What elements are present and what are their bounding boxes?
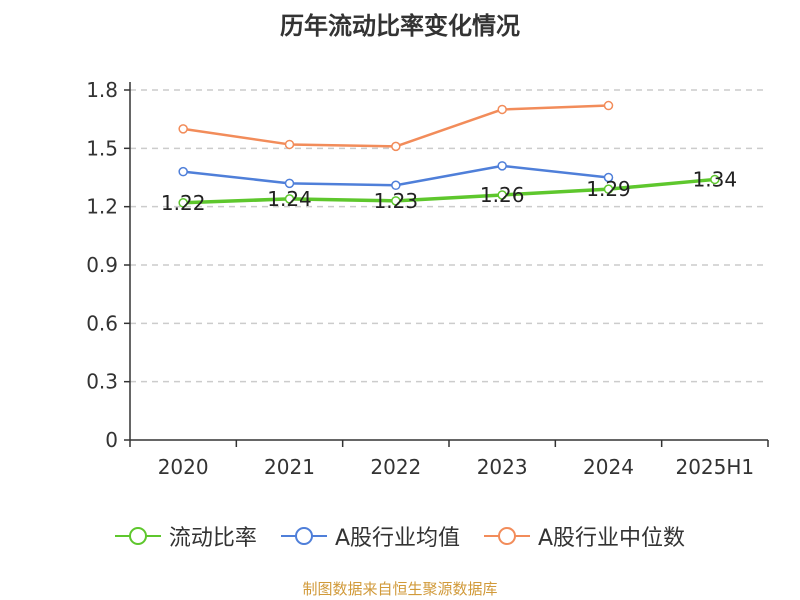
data-point[interactable] <box>391 196 401 206</box>
legend-item-industry-median[interactable]: A股行业中位数 <box>484 520 685 552</box>
series-line-2 <box>182 104 609 148</box>
x-tick-label: 2021 <box>264 455 315 479</box>
y-tick-label: 0.6 <box>86 311 118 335</box>
source-note: 制图数据来自恒生聚源数据库 <box>302 580 498 598</box>
data-label: 1.34 <box>693 167 738 191</box>
data-point[interactable] <box>710 174 720 185</box>
legend-item-current-ratio[interactable]: 流动比率 <box>114 520 257 552</box>
data-point[interactable] <box>603 184 614 194</box>
x-tick-label: 2020 <box>158 455 209 479</box>
data-label: 1.26 <box>480 183 525 207</box>
y-tick-label: 0.3 <box>86 370 118 394</box>
series-lines <box>178 100 720 208</box>
legend-marker-industry-mean <box>280 527 327 545</box>
data-point[interactable] <box>497 104 507 115</box>
x-tick-label: 2024 <box>583 455 634 479</box>
data-point[interactable] <box>603 100 614 111</box>
data-labels: 1.22 1.24 1.23 1.26 1.29 1.34 <box>161 167 737 214</box>
data-label: 1.23 <box>374 189 419 213</box>
series-line-0 <box>183 177 715 205</box>
x-tick-label: 2025H1 <box>675 455 754 479</box>
legend-label: 流动比率 <box>168 526 257 551</box>
data-point[interactable] <box>391 141 401 152</box>
y-tick-label: 0 <box>105 428 118 452</box>
y-tick-label: 1.2 <box>86 195 118 219</box>
data-point[interactable] <box>178 198 188 208</box>
data-point[interactable] <box>284 194 295 204</box>
y-tick-label: 0.9 <box>86 253 118 277</box>
data-point[interactable] <box>391 180 401 191</box>
data-point[interactable] <box>497 161 507 171</box>
legend: 流动比率 A股行业均值 A股行业中位数 <box>0 520 800 552</box>
x-tick-label: 2023 <box>477 455 528 479</box>
data-label: 1.22 <box>161 191 206 215</box>
data-label: 1.24 <box>267 187 312 211</box>
chart-title: 历年流动比率变化情况 <box>280 12 520 40</box>
data-point[interactable] <box>284 178 295 189</box>
data-label: 1.29 <box>586 177 631 201</box>
data-point[interactable] <box>178 124 188 134</box>
data-point[interactable] <box>178 166 188 177</box>
legend-marker-current-ratio <box>114 527 161 545</box>
data-point[interactable] <box>497 190 507 200</box>
x-tick-label: 2022 <box>370 455 421 479</box>
data-point[interactable] <box>603 172 614 183</box>
axes: 0 0.3 0.6 0.9 1.2 1.5 1.8 2020 2021 2022 2023 2024 2… <box>86 78 769 479</box>
legend-label: A股行业中位数 <box>538 526 686 551</box>
data-point[interactable] <box>284 139 295 150</box>
grid-lines <box>130 89 768 383</box>
legend-label: A股行业均值 <box>334 526 460 551</box>
legend-item-industry-mean[interactable]: A股行业均值 <box>280 520 460 552</box>
y-tick-label: 1.8 <box>86 78 118 102</box>
legend-marker-industry-median <box>484 527 530 545</box>
y-tick-label: 1.5 <box>86 136 118 160</box>
